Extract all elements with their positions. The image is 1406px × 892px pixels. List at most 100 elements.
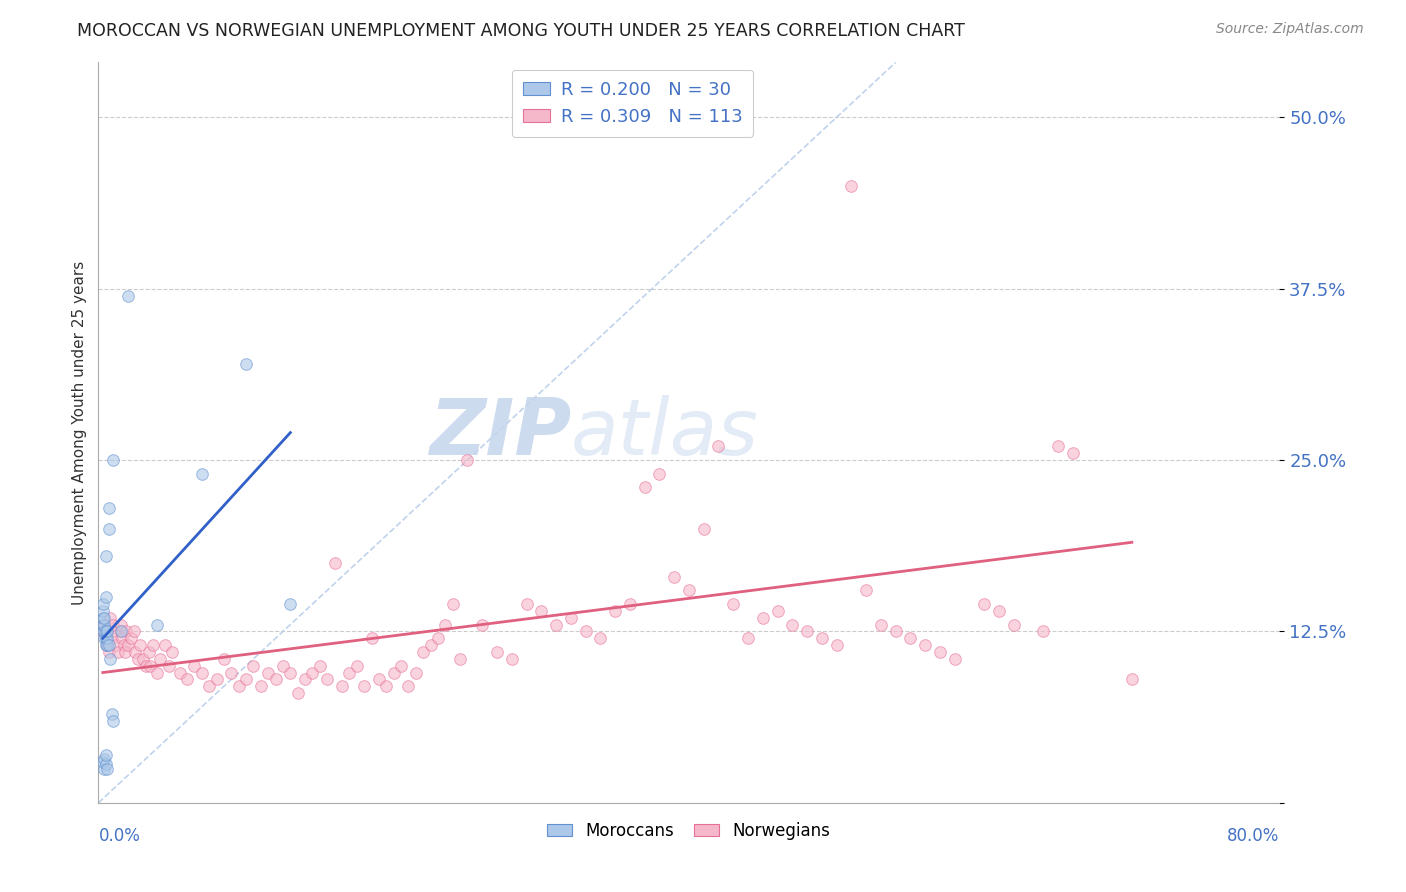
Text: ZIP: ZIP xyxy=(429,394,571,471)
Point xyxy=(120,632,142,646)
Point xyxy=(97,501,120,516)
Point xyxy=(124,645,146,659)
Point xyxy=(434,617,457,632)
Point xyxy=(796,624,818,639)
Point xyxy=(516,597,538,611)
Point xyxy=(114,645,136,659)
Point xyxy=(93,610,115,624)
Point xyxy=(330,679,353,693)
Text: 80.0%: 80.0% xyxy=(1227,828,1279,846)
Point xyxy=(449,652,471,666)
Point xyxy=(398,679,420,693)
Point xyxy=(973,597,995,611)
Point xyxy=(884,624,907,639)
Point xyxy=(427,632,450,646)
Point xyxy=(110,617,132,632)
Point xyxy=(221,665,243,680)
Point xyxy=(91,604,114,618)
Point xyxy=(110,624,132,639)
Point xyxy=(100,632,122,646)
Point xyxy=(988,604,1011,618)
Point xyxy=(97,645,120,659)
Point xyxy=(93,752,115,766)
Point xyxy=(117,638,139,652)
Point xyxy=(841,178,863,193)
Point xyxy=(389,658,412,673)
Point xyxy=(157,658,180,673)
Point xyxy=(97,522,120,536)
Point xyxy=(103,617,125,632)
Point xyxy=(103,624,125,639)
Point xyxy=(309,658,332,673)
Point xyxy=(105,638,128,652)
Point xyxy=(93,632,115,646)
Point xyxy=(139,658,162,673)
Point xyxy=(96,638,118,652)
Point xyxy=(257,665,280,680)
Point xyxy=(93,762,115,776)
Point xyxy=(678,583,700,598)
Point xyxy=(1121,673,1143,687)
Point xyxy=(146,617,169,632)
Point xyxy=(91,617,114,632)
Point xyxy=(855,583,877,598)
Point xyxy=(97,638,120,652)
Point xyxy=(271,658,294,673)
Point xyxy=(235,357,257,371)
Point xyxy=(91,617,114,632)
Point xyxy=(782,617,804,632)
Point xyxy=(93,624,115,639)
Point xyxy=(560,610,582,624)
Point xyxy=(929,645,952,659)
Text: Source: ZipAtlas.com: Source: ZipAtlas.com xyxy=(1216,22,1364,37)
Point xyxy=(94,549,117,563)
Point xyxy=(122,624,145,639)
Point xyxy=(294,673,316,687)
Point xyxy=(96,638,118,652)
Point xyxy=(112,638,135,652)
Point xyxy=(94,747,117,762)
Point xyxy=(914,638,936,652)
Point xyxy=(242,658,264,673)
Point xyxy=(501,652,523,666)
Point xyxy=(94,638,117,652)
Legend: Moroccans, Norwegians: Moroccans, Norwegians xyxy=(541,815,837,847)
Point xyxy=(162,645,183,659)
Point xyxy=(360,632,382,646)
Point xyxy=(810,632,832,646)
Point xyxy=(339,665,361,680)
Point xyxy=(546,617,568,632)
Point xyxy=(91,624,114,639)
Point xyxy=(1046,439,1070,453)
Point xyxy=(98,652,121,666)
Point xyxy=(1062,446,1084,460)
Point xyxy=(412,645,434,659)
Point xyxy=(486,645,509,659)
Point xyxy=(91,610,114,624)
Point xyxy=(605,604,627,618)
Point xyxy=(1032,624,1054,639)
Point xyxy=(575,624,598,639)
Point xyxy=(752,610,775,624)
Point xyxy=(205,673,228,687)
Point xyxy=(280,665,302,680)
Point xyxy=(111,632,134,646)
Point xyxy=(707,439,730,453)
Point xyxy=(169,665,191,680)
Point xyxy=(91,597,114,611)
Point xyxy=(943,652,966,666)
Point xyxy=(115,624,138,639)
Point xyxy=(146,665,169,680)
Point xyxy=(96,624,118,639)
Point xyxy=(766,604,789,618)
Point xyxy=(176,673,198,687)
Point xyxy=(107,645,129,659)
Point xyxy=(117,288,139,302)
Point xyxy=(368,673,391,687)
Text: MOROCCAN VS NORWEGIAN UNEMPLOYMENT AMONG YOUTH UNDER 25 YEARS CORRELATION CHART: MOROCCAN VS NORWEGIAN UNEMPLOYMENT AMONG… xyxy=(77,22,965,40)
Point xyxy=(110,624,132,639)
Point xyxy=(132,652,155,666)
Point xyxy=(648,467,671,481)
Point xyxy=(127,652,149,666)
Text: atlas: atlas xyxy=(571,394,759,471)
